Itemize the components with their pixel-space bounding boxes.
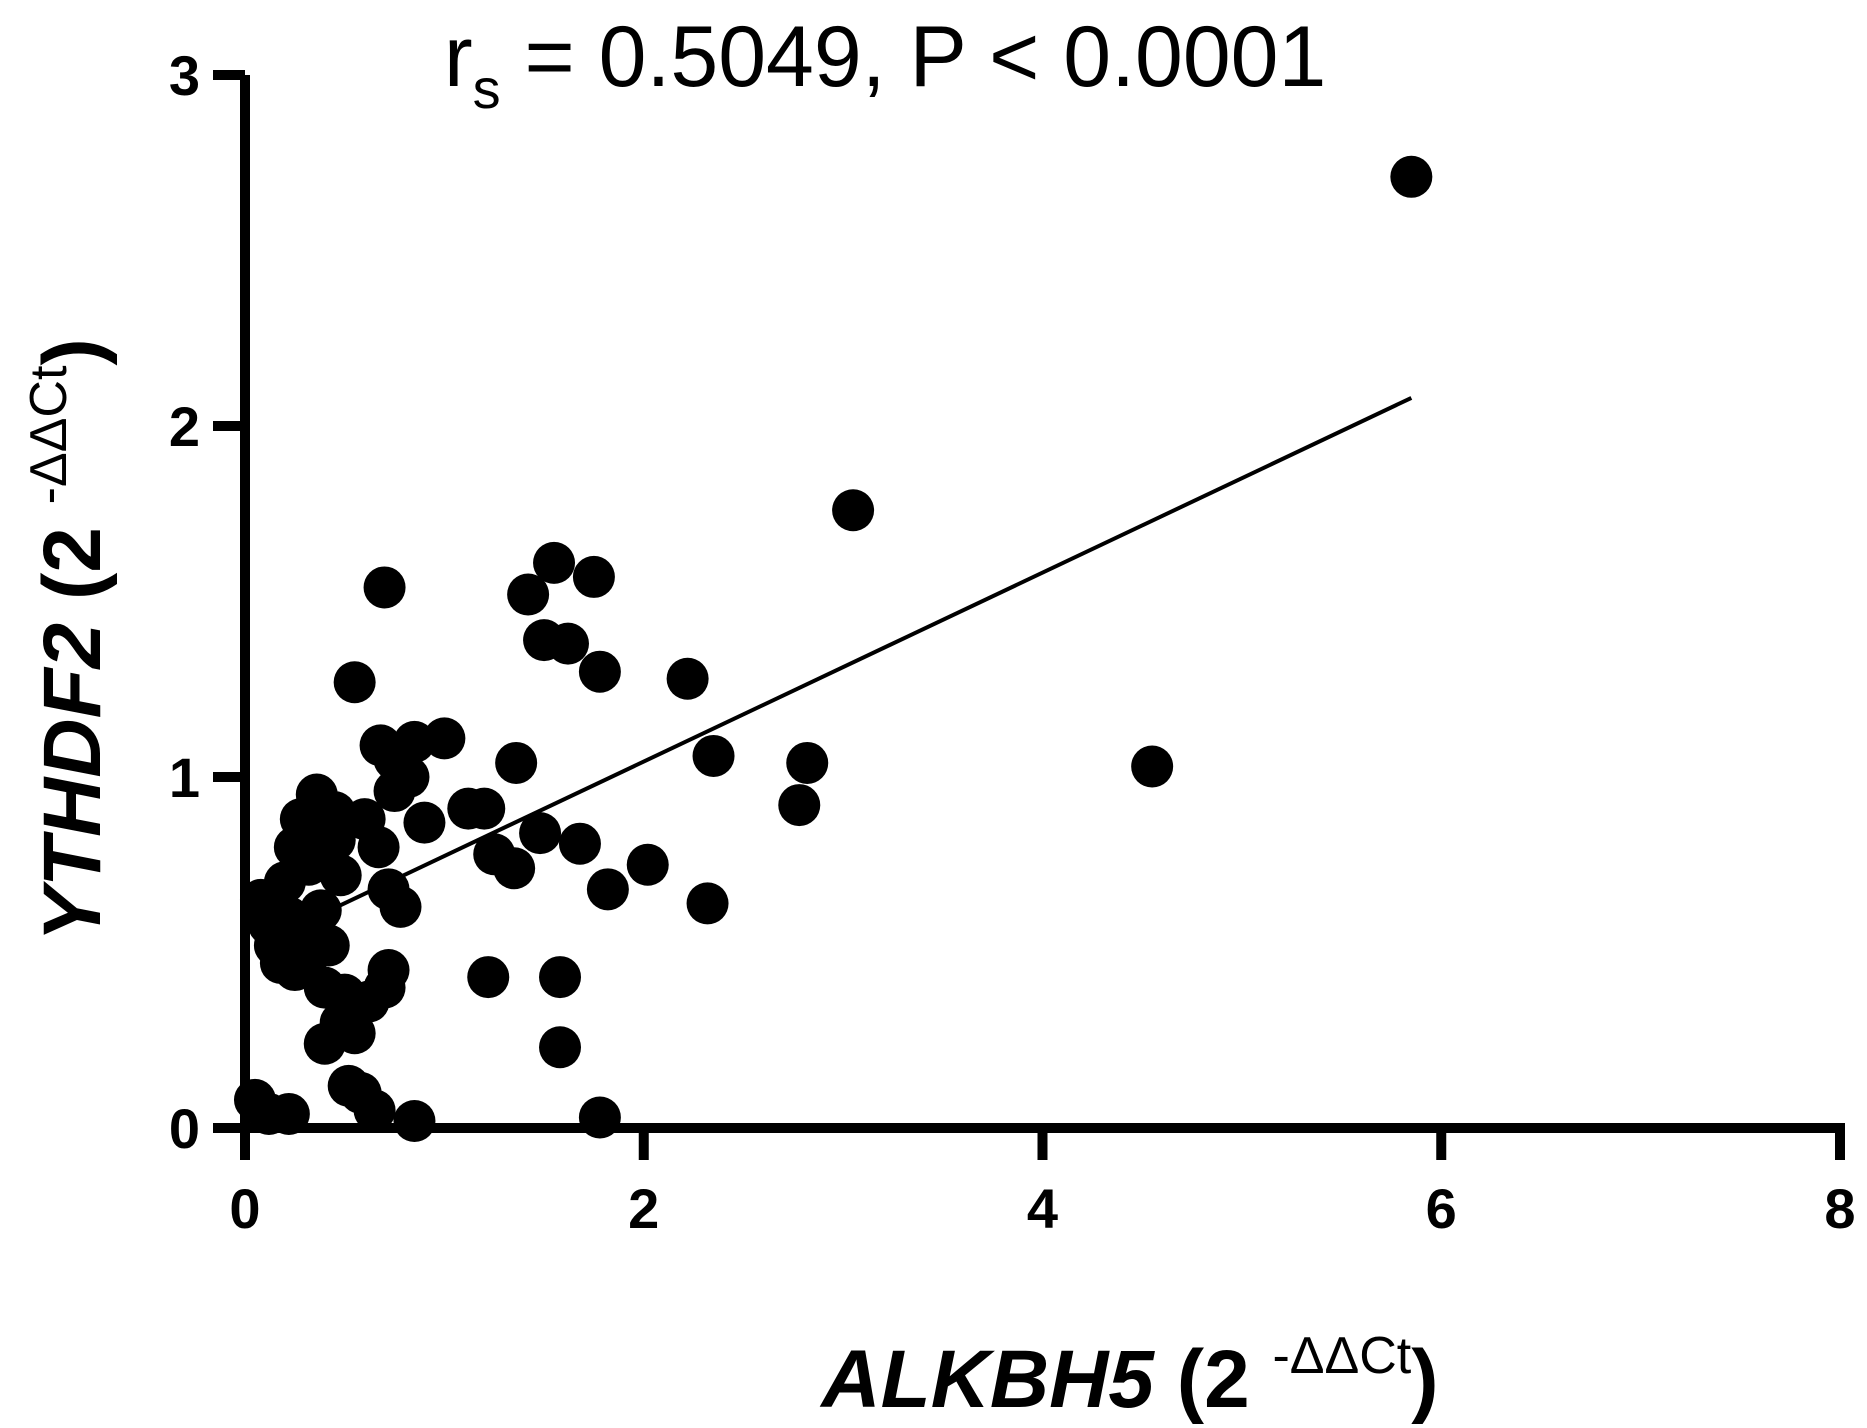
data-point xyxy=(363,566,406,609)
data-point xyxy=(519,812,562,855)
title-subscript: s xyxy=(473,57,501,120)
data-point xyxy=(423,717,466,760)
data-point xyxy=(319,854,362,897)
x-axis-gene: ALKBH5 xyxy=(819,1334,1155,1425)
data-point xyxy=(307,924,350,967)
data-point xyxy=(558,822,601,865)
data-point xyxy=(507,573,550,616)
data-point xyxy=(299,889,342,932)
data-point xyxy=(578,1096,621,1139)
data-point xyxy=(578,650,621,693)
data-point xyxy=(495,741,538,784)
y-tick-label: 3 xyxy=(169,44,200,107)
x-tick-label: 4 xyxy=(1027,1177,1058,1240)
data-point xyxy=(387,756,430,798)
y-axis-title: YTHDF2 (2 -ΔΔCt) xyxy=(20,338,118,942)
y-tick-label: 0 xyxy=(169,1097,200,1160)
data-point xyxy=(832,489,875,532)
data-point xyxy=(539,1026,582,1069)
data-point xyxy=(1390,155,1433,198)
y-axis-superscript: -ΔΔCt xyxy=(20,365,78,504)
x-tick-label: 0 xyxy=(229,1177,260,1240)
chart-title: rs = 0.5049, P < 0.0001 xyxy=(444,9,1326,120)
data-point xyxy=(353,1089,396,1132)
data-point xyxy=(467,956,510,999)
y-tick-label: 1 xyxy=(169,746,200,809)
data-point xyxy=(463,787,506,830)
data-point xyxy=(493,847,536,890)
data-point xyxy=(692,734,735,777)
x-tick-label: 2 xyxy=(628,1177,659,1240)
y-axis-suffix: ) xyxy=(27,338,118,365)
data-point xyxy=(357,826,400,869)
data-point xyxy=(379,885,422,928)
x-axis-prefix: (2 xyxy=(1154,1334,1272,1425)
data-point xyxy=(626,843,669,886)
y-axis-gene: YTHDF2 xyxy=(27,623,118,942)
data-point xyxy=(333,661,376,704)
regression-line xyxy=(313,396,1413,920)
data-point xyxy=(393,1099,436,1142)
y-axis-prefix: (2 xyxy=(27,504,118,622)
data-point xyxy=(533,541,576,584)
data-point xyxy=(333,1012,376,1055)
x-axis-title: ALKBH5 (2 -ΔΔCt) xyxy=(819,1327,1438,1425)
x-tick-label: 8 xyxy=(1824,1177,1855,1240)
data-point xyxy=(686,882,729,925)
data-point xyxy=(403,801,446,844)
data-point xyxy=(367,949,410,992)
y-tick-label: 2 xyxy=(169,395,200,458)
data-point xyxy=(539,956,582,999)
data-point xyxy=(267,1092,310,1135)
x-axis-ticks: 0 2 4 6 8 xyxy=(229,1128,1856,1240)
x-axis-suffix: ) xyxy=(1411,1334,1438,1425)
y-axis-ticks: 0 1 2 3 xyxy=(169,44,245,1160)
title-statistics: = 0.5049, P < 0.0001 xyxy=(501,9,1327,105)
data-point xyxy=(572,555,615,598)
data-point xyxy=(786,741,829,784)
data-point xyxy=(586,868,629,911)
data-point xyxy=(1131,745,1174,788)
x-axis-superscript: -ΔΔCt xyxy=(1272,1327,1411,1385)
data-point xyxy=(546,622,589,665)
x-tick-label: 6 xyxy=(1426,1177,1457,1240)
title-r: r xyxy=(444,9,473,105)
data-points xyxy=(233,155,1433,1142)
data-point xyxy=(778,784,821,827)
data-point xyxy=(666,657,709,700)
